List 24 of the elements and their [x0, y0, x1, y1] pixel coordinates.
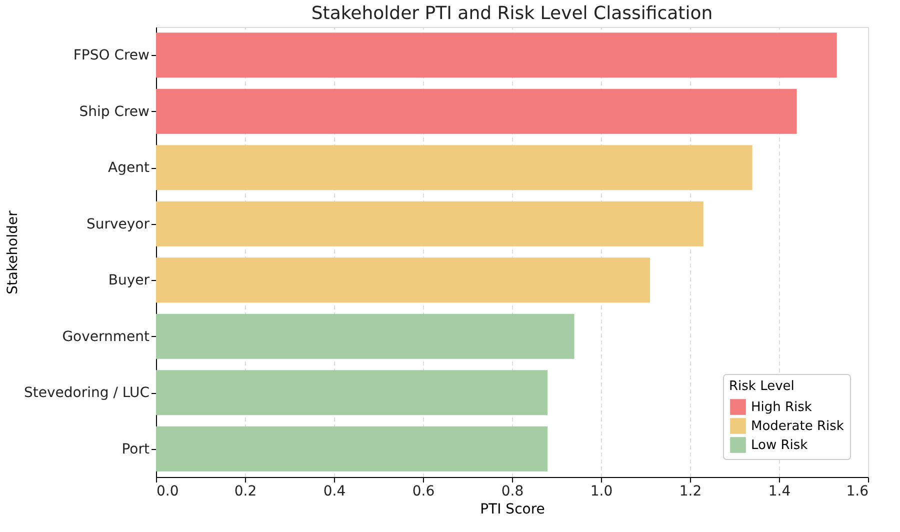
y-tick-label: Agent: [108, 160, 150, 176]
x-tick-label: 1.4: [768, 484, 791, 500]
y-tick-label: Surveyor: [86, 216, 150, 232]
legend-label: Low Risk: [751, 438, 808, 453]
y-tick-label: Port: [122, 441, 150, 458]
x-tick-label: 1.6: [846, 484, 869, 500]
y-tick-label: Stevedoring / LUC: [24, 385, 150, 402]
legend-title: Risk Level: [729, 379, 794, 394]
x-tick-label: 1.0: [590, 484, 613, 500]
chart-title: Stakeholder PTI and Risk Level Classification: [311, 3, 713, 24]
y-tick-label: Government: [62, 328, 150, 345]
x-tick-label: 0.4: [323, 484, 346, 500]
x-tick-label: 0.8: [501, 484, 524, 500]
x-tick-label: 0.2: [234, 484, 257, 500]
legend-label: High Risk: [751, 400, 812, 415]
y-tick-label: FPSO Crew: [73, 48, 150, 64]
x-tick-label: 0.0: [156, 484, 179, 500]
x-tick-label: 1.2: [679, 484, 702, 500]
y-tick-label: Buyer: [108, 272, 150, 289]
x-tick-label: 0.6: [412, 484, 435, 500]
x-axis-title: PTI Score: [480, 502, 545, 518]
y-axis-title: Stakeholder: [5, 210, 22, 294]
legend-label: Moderate Risk: [751, 419, 844, 434]
y-tick-label: Ship Crew: [79, 104, 150, 120]
